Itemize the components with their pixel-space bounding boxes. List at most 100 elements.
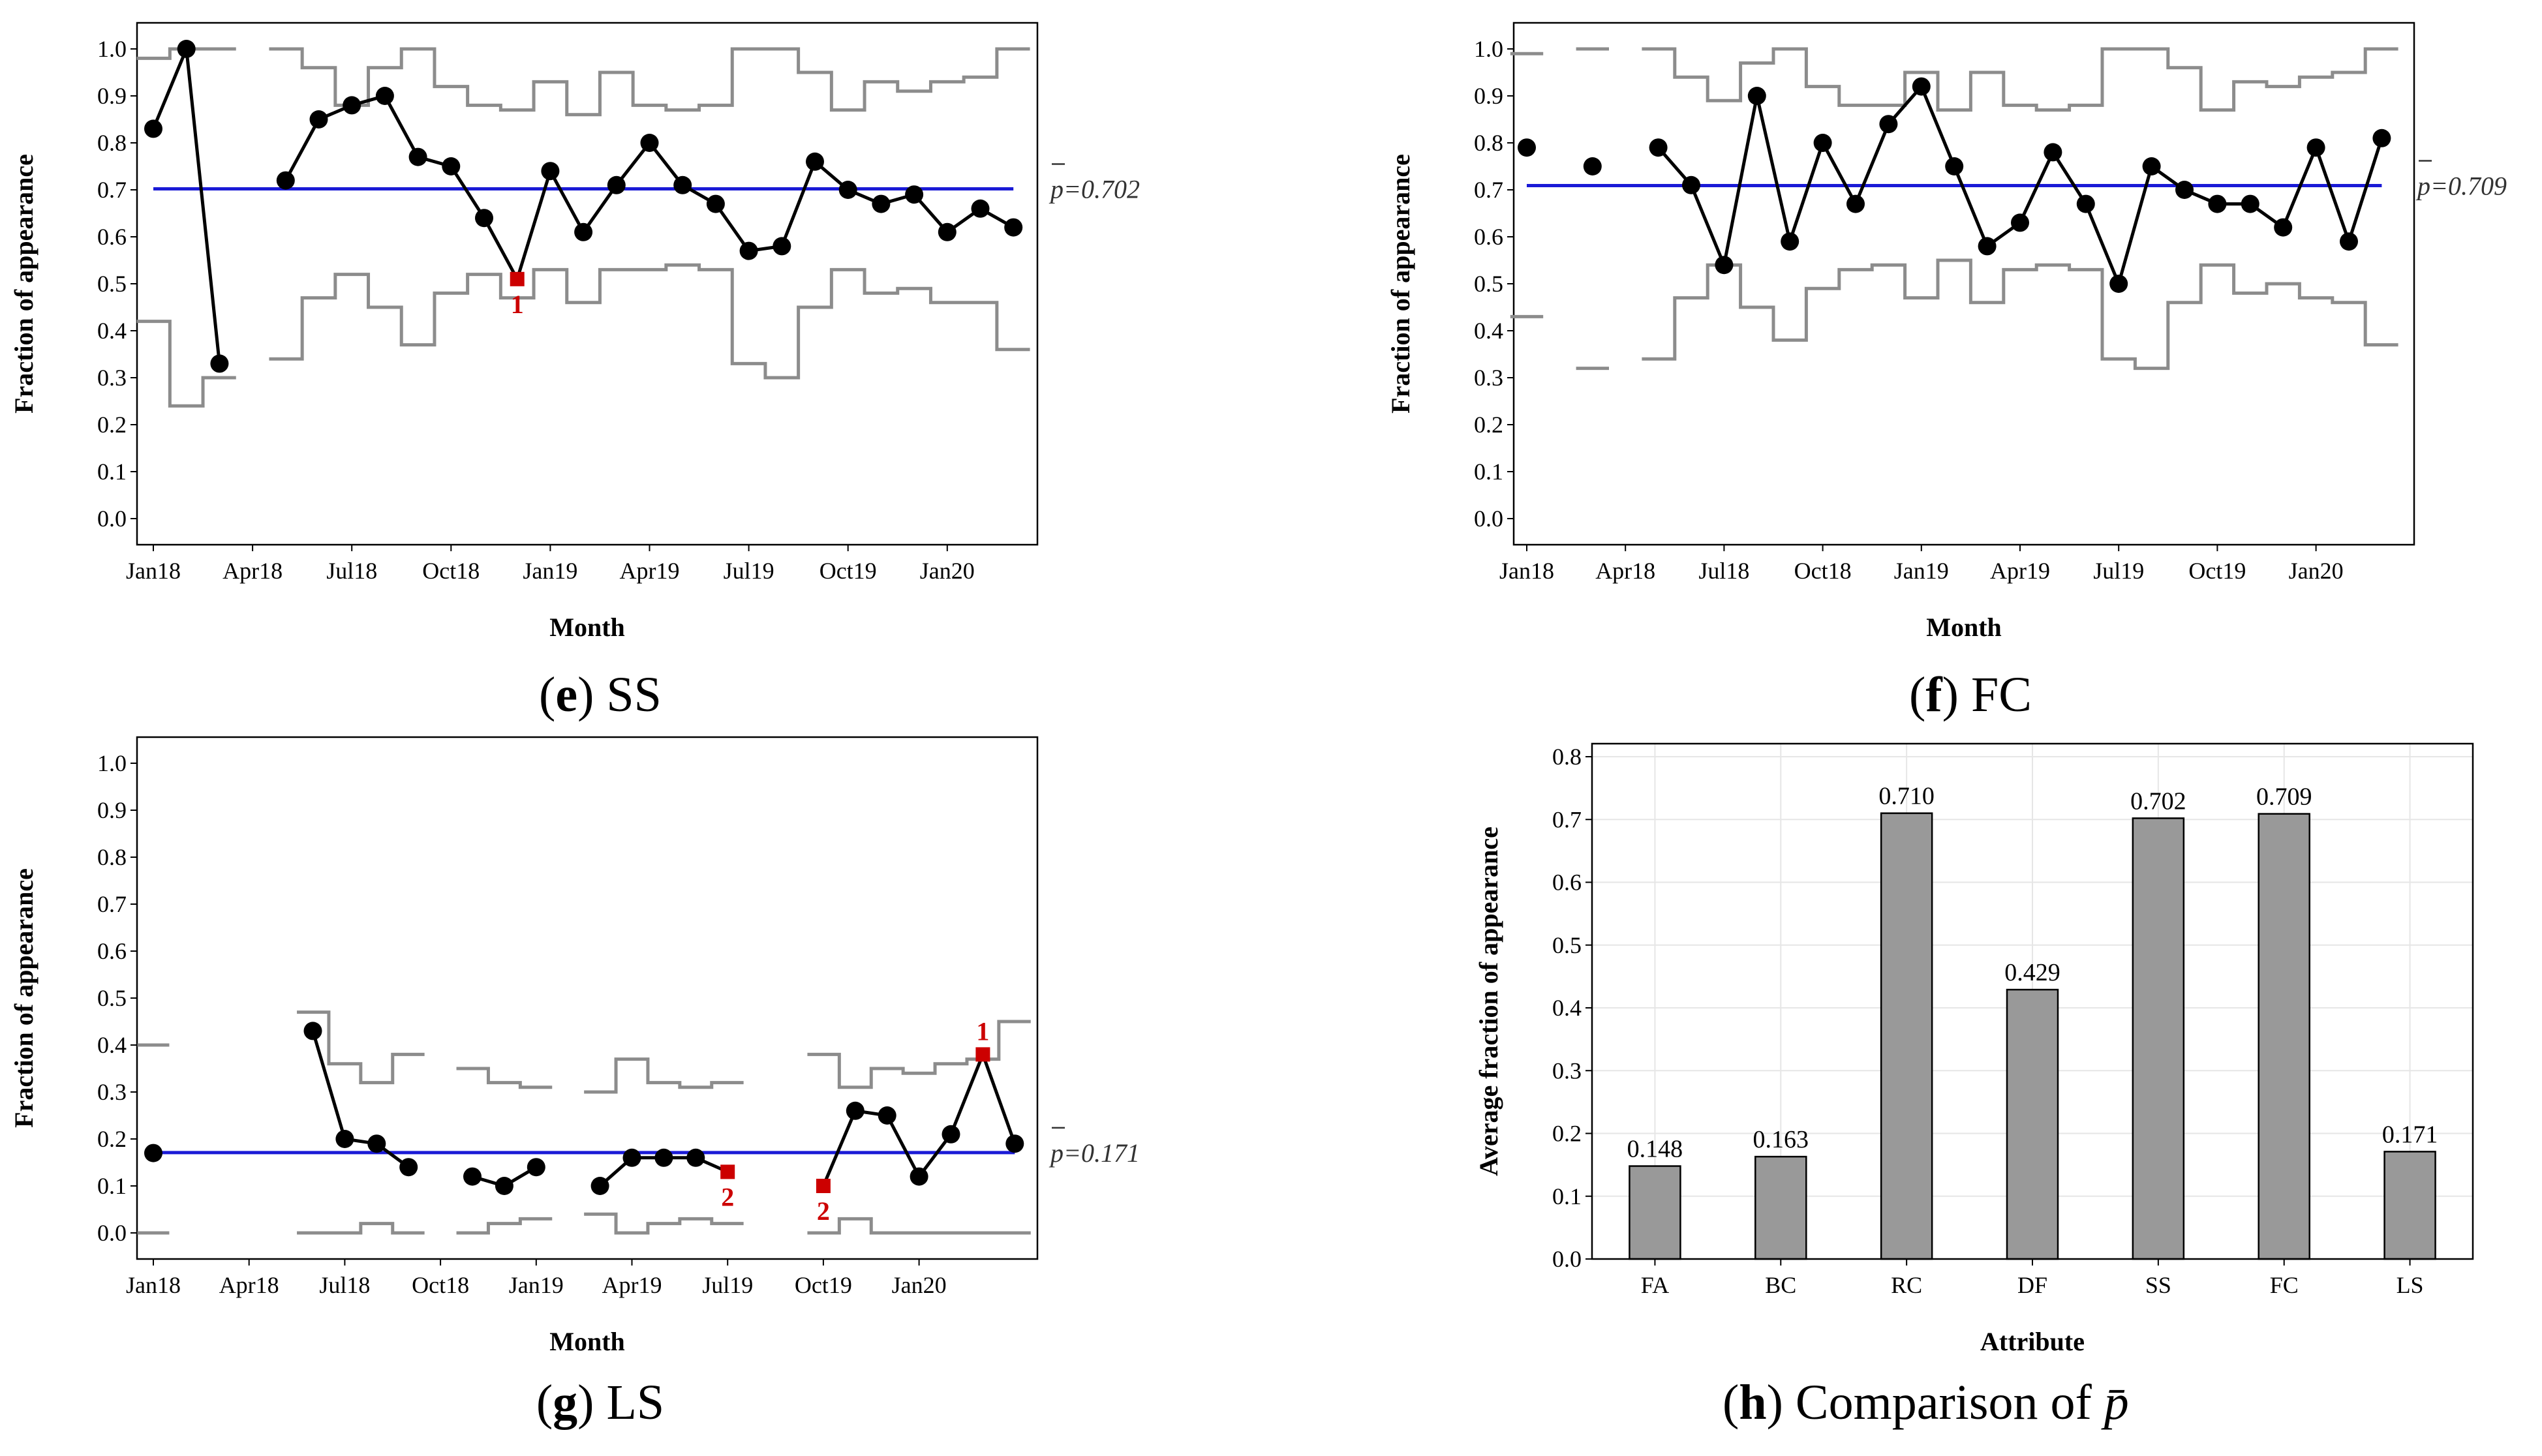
bar-chart-comparison: 0.0 0.1 0.2 0.3 0.4 0.5 0.6 0.7 0.8 0.148 FA 0.163 B…: [1474, 742, 2474, 1356]
x-tick-label: Apr18: [1595, 558, 1655, 584]
y-tick-label: 0.0: [97, 1220, 127, 1246]
bar-value-label: 0.163: [1753, 1126, 1809, 1153]
y-axis-title: Fraction of appearance: [9, 154, 38, 414]
plot-frame: [136, 22, 1039, 546]
x-tick-label: LS: [2397, 1272, 2424, 1298]
data-point: [1715, 256, 1734, 275]
data-point: [375, 87, 394, 105]
x-tick-label: Apr18: [222, 558, 283, 584]
y-tick-label: 0.1: [1552, 1183, 1582, 1209]
data-point: [2340, 232, 2358, 251]
data-point: [1747, 87, 1766, 105]
y-tick-label: 0.4: [97, 318, 127, 344]
data-point: [910, 1167, 928, 1186]
data-point: [938, 222, 957, 241]
bar-ls: [2383, 1151, 2436, 1260]
y-tick-label: 0.0: [1474, 506, 1503, 532]
y-tick-label: 0.6: [1474, 224, 1503, 250]
data-point: [1978, 237, 1997, 256]
data-point: [335, 1130, 354, 1148]
plot-frame: [136, 736, 1039, 1260]
x-tick-label: Apr18: [219, 1272, 279, 1298]
y-tick-label: 0.6: [97, 224, 127, 250]
data-point: [276, 171, 295, 190]
caption-g-letter: g: [553, 1375, 577, 1430]
data-point: [1879, 115, 1898, 134]
data-point: [408, 147, 427, 166]
center-line-label: p=0.702: [1049, 175, 1140, 204]
flag-label: 1: [976, 1016, 989, 1046]
data-point: [210, 354, 229, 373]
ucl-limit-line: [136, 47, 1030, 117]
data-point: [367, 1134, 386, 1153]
data-point: [495, 1177, 513, 1195]
control-chart-fc: 0.0 0.1 0.2 0.3 0.4 0.5 0.6 0.7 0.8 0.9 1.0 Jan18 Ap…: [1386, 22, 2507, 642]
data-point: [640, 134, 659, 152]
data-point: [144, 1144, 162, 1162]
x-tick-label: Oct18: [1794, 558, 1852, 584]
data-point: [1912, 77, 1931, 96]
plot-frame: [1591, 742, 2474, 1260]
x-tick-label: FC: [2270, 1272, 2299, 1298]
data-point: [1583, 157, 1602, 175]
data-point: [872, 194, 891, 213]
data-point: [442, 157, 461, 175]
x-axis-title: Month: [549, 613, 625, 642]
data-point: [590, 1177, 609, 1195]
y-tick-label: 1.0: [97, 750, 127, 776]
bar-df: [2006, 988, 2059, 1260]
x-tick-label: Jan19: [1894, 558, 1949, 584]
caption-h: (h) Comparison of p̄: [1723, 1375, 2129, 1430]
data-point: [343, 96, 361, 115]
flagged-point: [816, 1179, 831, 1193]
y-tick-label: 0.6: [97, 938, 127, 964]
bar-value-label: 0.171: [2382, 1121, 2438, 1148]
bar-bc: [1754, 1155, 1807, 1260]
bar-value-label: 0.709: [2256, 783, 2312, 811]
bar-fa: [1629, 1165, 1681, 1260]
data-point: [1004, 218, 1023, 237]
caption-h-text: ) Comparison of: [1767, 1375, 2104, 1430]
x-tick-label: Apr19: [602, 1272, 662, 1298]
y-tick-label: 0.4: [1474, 318, 1503, 344]
lcl-limit-line: [1510, 258, 2398, 371]
x-tick-label: Jul19: [702, 1272, 753, 1298]
y-tick-label: 0.1: [97, 1173, 127, 1199]
data-point: [673, 175, 692, 194]
data-point: [177, 40, 196, 58]
x-tick-label: FA: [1641, 1272, 1669, 1298]
y-tick-label: 0.8: [1474, 130, 1503, 156]
data-point: [654, 1148, 673, 1167]
x-tick-label: RC: [1891, 1272, 1922, 1298]
data-point: [739, 241, 758, 260]
data-point: [2044, 143, 2062, 162]
data-point: [971, 199, 990, 218]
caption-f-letter: f: [1925, 667, 1943, 722]
caption-e: (e) SS: [539, 667, 662, 722]
ucl-limit-line: [1510, 47, 2398, 112]
data-point: [309, 110, 328, 129]
data-point: [1781, 232, 1799, 251]
y-tick-label: 1.0: [97, 36, 127, 62]
caption-f-text: ) FC: [1942, 667, 2032, 722]
flagged-point: [510, 271, 525, 286]
data-point: [1813, 134, 1832, 152]
x-tick-label: Apr19: [620, 558, 680, 584]
y-tick-label: 0.6: [1552, 870, 1582, 896]
data-point: [2175, 181, 2194, 199]
data-point: [475, 209, 493, 228]
data-point: [399, 1158, 418, 1177]
y-tick-label: 0.8: [97, 130, 127, 156]
y-tick-label: 0.3: [1474, 365, 1503, 391]
bar-value-label: 0.429: [2004, 959, 2060, 986]
data-point: [1649, 138, 1668, 157]
data-point: [878, 1106, 896, 1125]
y-tick-label: 0.8: [1552, 744, 1582, 770]
data-point: [2208, 194, 2227, 213]
y-axis-title: Average fraction of appearance: [1474, 827, 1503, 1176]
data-point: [463, 1167, 482, 1186]
data-point: [773, 237, 791, 256]
control-chart-ls: 0.0 0.1 0.2 0.3 0.4 0.5 0.6 0.7 0.8 0.9 1.0 Jan18 Ap…: [9, 736, 1140, 1356]
data-point: [838, 181, 857, 199]
